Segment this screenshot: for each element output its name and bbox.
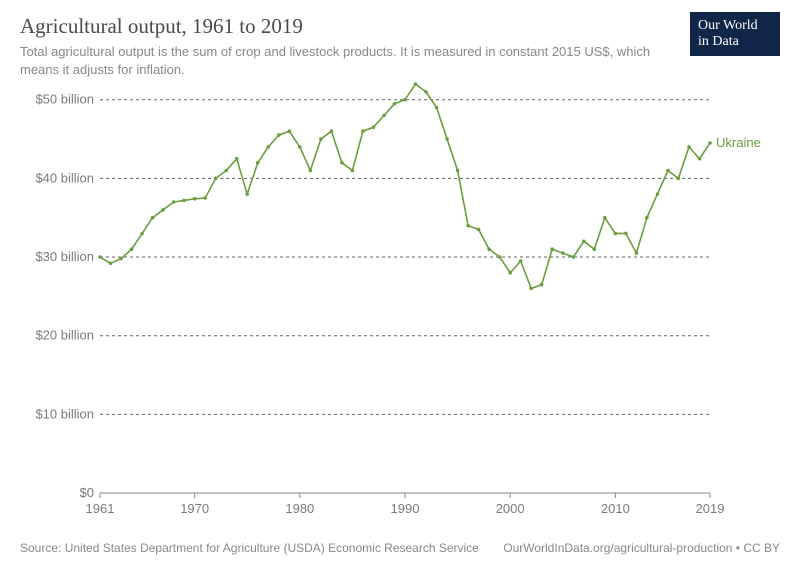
series-dot [508, 271, 512, 275]
series-dot [151, 216, 155, 220]
series-dot [550, 247, 554, 251]
series-dot [224, 169, 228, 173]
series-dot [98, 255, 102, 259]
x-tick-label: 2010 [601, 501, 630, 516]
series-dot [267, 145, 271, 149]
chart-header: Agricultural output, 1961 to 2019 Total … [0, 0, 800, 84]
series-dot [161, 208, 165, 212]
logo-line2: in Data [698, 34, 772, 50]
chart-subtitle: Total agricultural output is the sum of … [20, 43, 660, 78]
series-dot [372, 126, 376, 130]
series-dot [245, 192, 249, 196]
series-dot [340, 161, 344, 165]
chart-area: $0 $10 billion $20 billion $30 billion $40 b… [20, 78, 780, 523]
x-tick-label: 2019 [696, 501, 725, 516]
series-dot [708, 141, 712, 145]
series-dot [119, 257, 123, 261]
y-tick-label: $0 [80, 485, 94, 500]
source-text: Source: United States Department for Agr… [20, 541, 479, 555]
series-dot [466, 224, 470, 228]
series-dot [572, 255, 576, 259]
series-dot [519, 259, 523, 263]
series-dot [498, 255, 502, 259]
series-dot [477, 228, 481, 232]
series-dot [140, 232, 144, 236]
series-dot [445, 137, 449, 141]
series-dot [277, 133, 281, 137]
series-dot [298, 145, 302, 149]
y-tick-label: $20 billion [35, 328, 94, 343]
series-dot [424, 90, 428, 94]
series-dot [109, 262, 113, 266]
series-dot [182, 199, 186, 203]
series-dot [172, 200, 176, 204]
series-dot [487, 247, 491, 251]
series-dot [540, 283, 544, 287]
series-dot [456, 169, 460, 173]
series-dot [288, 129, 292, 133]
y-tick-label: $50 billion [35, 92, 94, 107]
series-dot [635, 251, 639, 255]
series-dot [582, 240, 586, 244]
series-dot [361, 129, 365, 133]
series-dot [256, 161, 260, 165]
line-chart: $0 $10 billion $20 billion $30 billion $40 b… [20, 78, 780, 523]
x-tick-label: 1970 [180, 501, 209, 516]
series-dot [319, 137, 323, 141]
series-dot [614, 232, 618, 236]
series-dot [330, 129, 334, 133]
series-line-ukraine [100, 84, 710, 289]
series-dot [203, 196, 207, 200]
owid-logo: Our World in Data [690, 12, 780, 56]
series-label-ukraine: Ukraine [716, 135, 761, 150]
chart-footer: Source: United States Department for Agr… [20, 541, 780, 555]
attribution-text: OurWorldInData.org/agricultural-producti… [503, 541, 780, 555]
series-dot [687, 145, 691, 149]
series-dot [677, 177, 681, 181]
y-tick-label: $10 billion [35, 406, 94, 421]
series-dot [414, 82, 418, 86]
series-dot [561, 251, 565, 255]
series-dot [193, 197, 197, 201]
x-tick-label: 1990 [391, 501, 420, 516]
series-dot [645, 216, 649, 220]
series-dot [435, 106, 439, 110]
x-tick-label: 1980 [285, 501, 314, 516]
y-tick-label: $30 billion [35, 249, 94, 264]
series-dot [593, 247, 597, 251]
series-dot [656, 192, 660, 196]
series-dot [603, 216, 607, 220]
series-dot [393, 102, 397, 106]
series-dot [214, 177, 218, 181]
series-dot [235, 157, 239, 161]
y-tick-label: $40 billion [35, 170, 94, 185]
logo-line1: Our World [698, 18, 772, 34]
series-dot [130, 247, 134, 251]
series-dot [382, 114, 386, 118]
series-dot [666, 169, 670, 173]
series-dot [529, 287, 533, 291]
x-tick-label: 1961 [86, 501, 115, 516]
series-dot [351, 169, 355, 173]
series-dot [624, 232, 628, 236]
series-dot [309, 169, 313, 173]
series-dot [698, 157, 702, 161]
series-dot [403, 98, 407, 102]
x-tick-label: 2000 [496, 501, 525, 516]
chart-title: Agricultural output, 1961 to 2019 [20, 14, 780, 39]
